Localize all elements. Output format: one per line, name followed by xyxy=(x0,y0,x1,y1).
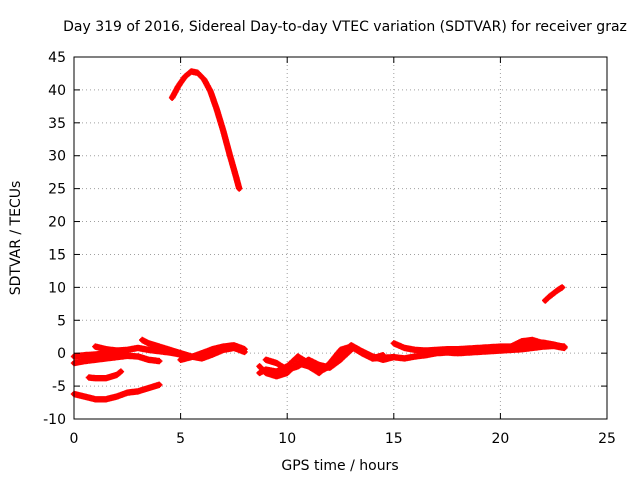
x-tick-label: 0 xyxy=(70,431,79,447)
chart-title: Day 319 of 2016, Sidereal Day-to-day VTE… xyxy=(63,19,627,35)
y-tick-labels: -10 -5 0 5 10 15 20 25 30 35 40 45 xyxy=(43,50,66,428)
y-tick-label: 10 xyxy=(48,280,66,296)
series-line xyxy=(542,284,566,304)
series-line xyxy=(168,68,243,192)
y-tick-label: 45 xyxy=(48,50,66,66)
x-tick-label: 5 xyxy=(176,431,185,447)
y-tick-label: 40 xyxy=(48,83,66,99)
grid xyxy=(74,57,607,419)
y-tick-label: 20 xyxy=(48,215,66,231)
series-line xyxy=(507,336,568,350)
x-tick-label: 25 xyxy=(598,431,616,447)
y-tick-label: 15 xyxy=(48,247,66,263)
plot-frame xyxy=(73,56,608,420)
series-arc-7 xyxy=(177,342,248,363)
series-line xyxy=(262,346,355,373)
x-tick-label: 15 xyxy=(385,431,403,447)
series-line xyxy=(85,368,125,382)
series-arc-2 xyxy=(70,352,163,367)
x-tick-labels: 0 5 10 15 20 25 xyxy=(70,431,616,447)
y-tick-label: 0 xyxy=(57,346,66,362)
series-arc-4 xyxy=(85,368,125,382)
series-line xyxy=(177,342,248,363)
series-arc-14 xyxy=(507,336,568,350)
x-tick-label: 10 xyxy=(278,431,296,447)
y-tick-label: 35 xyxy=(48,116,66,132)
x-tick-label: 20 xyxy=(491,431,509,447)
series-arc-11 xyxy=(262,346,355,373)
series-arc-8 xyxy=(168,68,243,192)
y-tick-label: 5 xyxy=(57,313,66,329)
y-tick-label: 25 xyxy=(48,182,66,198)
series-arc-15 xyxy=(542,284,566,304)
y-tick-label: -10 xyxy=(43,412,66,428)
x-axis-label: GPS time / hours xyxy=(281,458,398,474)
y-tick-label: -5 xyxy=(52,379,66,395)
y-axis-label: SDTVAR / TECUs xyxy=(8,181,24,296)
axis-ticks xyxy=(73,56,608,420)
y-tick-label: 30 xyxy=(48,149,66,165)
data-series xyxy=(70,68,568,403)
